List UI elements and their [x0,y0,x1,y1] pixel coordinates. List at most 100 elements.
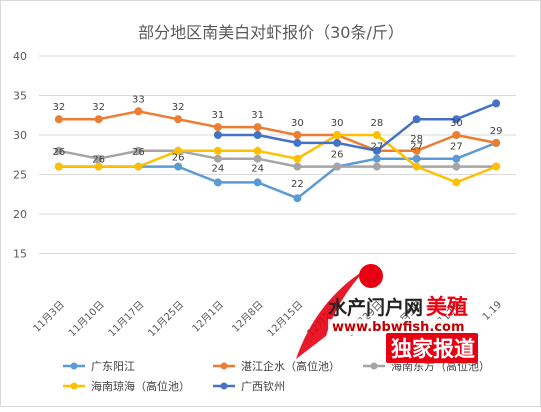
series-point [293,162,302,171]
series-point [134,146,143,155]
series-point [452,154,461,163]
series-point [134,162,143,171]
series-point [372,154,381,163]
series-line [58,149,497,168]
data-label: 28 [371,118,384,129]
series-line [58,133,497,184]
series-point [94,115,103,124]
data-label: 29 [490,126,503,137]
series-point [492,138,501,147]
series-point [412,115,421,124]
data-label: 26 [53,147,66,158]
watermark-site-name: 水产门户网 [328,296,423,319]
legend-marker [220,382,228,390]
series-line [58,141,497,200]
data-label: 27 [371,142,384,153]
watermark-swoosh-icon [296,269,366,359]
series-layer [54,99,501,203]
series-point [492,162,501,171]
series-point [492,99,501,108]
watermark-slogan: 独家报道 [391,337,475,361]
data-label: 30 [331,118,344,129]
watermark-dot-icon [359,264,383,288]
data-label: 28 [410,134,423,145]
data-label: 32 [53,102,66,113]
y-tick-label: 35 [13,90,27,103]
series-point [253,123,262,132]
series-point [213,123,222,132]
legend-label: 广西钦州 [241,380,285,393]
series-point [372,131,381,139]
series-point [54,146,63,155]
data-label: 31 [212,110,225,121]
series-point [412,154,421,163]
series-point [213,154,222,163]
data-label: 27 [450,142,463,153]
watermark-url-band [328,319,478,335]
data-label: 30 [450,118,463,129]
data-label: 32 [92,102,105,113]
legend: 广东阳江 湛江企水（高位池） 海南东方（高位池）海南琼海（高位池） 广西钦州 [63,359,490,393]
watermark-brand: 美殖 [426,295,468,319]
series-point [293,131,302,139]
series-point [54,162,63,171]
y-tick-label: 15 [13,248,27,261]
series-point [293,138,302,147]
series-point [253,178,262,187]
series-point [372,162,381,171]
y-axis: 15 20 25 30 35 40 [13,50,27,261]
series-point [412,162,421,171]
data-labels: 32 32 33 32 31 31 30 30 28 30 29 26 26 26 26 24 24 22 26 27… [53,94,503,190]
watermark-url: www.bbwfish.com [332,320,465,335]
series-point [333,131,342,139]
data-label: 26 [331,150,344,161]
data-label: 27 [410,142,423,153]
series-point [174,115,183,124]
data-label: 22 [291,179,304,190]
series-point [452,131,461,139]
series-point [293,194,302,203]
y-tick-label: 25 [13,169,27,182]
series-point [412,146,421,155]
series-point [213,131,222,139]
legend-marker [220,362,228,370]
series-point [174,162,183,171]
x-tick-label: 11月25日 [146,299,187,340]
series-point [94,154,103,163]
legend-marker [70,382,78,390]
series-point [134,107,143,116]
x-tick-label: 11月17日 [106,299,147,340]
series-point [213,146,222,155]
series-point [54,115,63,124]
data-label: 26 [132,147,145,158]
legend-marker [70,362,78,370]
series-point [372,146,381,155]
data-label: 26 [172,153,185,164]
data-label: 33 [132,94,145,105]
watermark-slogan-badge [386,333,478,363]
series-point [253,154,262,163]
series-line [217,102,497,153]
x-tick-label: 11月3日 [31,299,67,335]
y-tick-label: 20 [13,208,27,221]
data-label: 30 [291,118,304,129]
series-point [333,138,342,147]
series-point [94,162,103,171]
legend-label: 湛江企水（高位池） [241,359,340,373]
series-line [58,110,497,153]
chart-title: 部分地区南美白对虾报价（30条/斤） [138,23,404,42]
legend-marker [370,362,378,370]
y-tick-label: 40 [13,50,27,63]
data-label: 24 [251,163,264,174]
legend-label: 海南琼海（高位池） [91,379,190,393]
series-point [174,146,183,155]
x-tick-label: 11月10日 [66,299,107,340]
series-point [333,162,342,171]
x-tick-label: 12月1日 [190,299,226,335]
series-point [452,162,461,171]
series-point [253,131,262,139]
series-point [452,115,461,124]
series-point [293,154,302,163]
